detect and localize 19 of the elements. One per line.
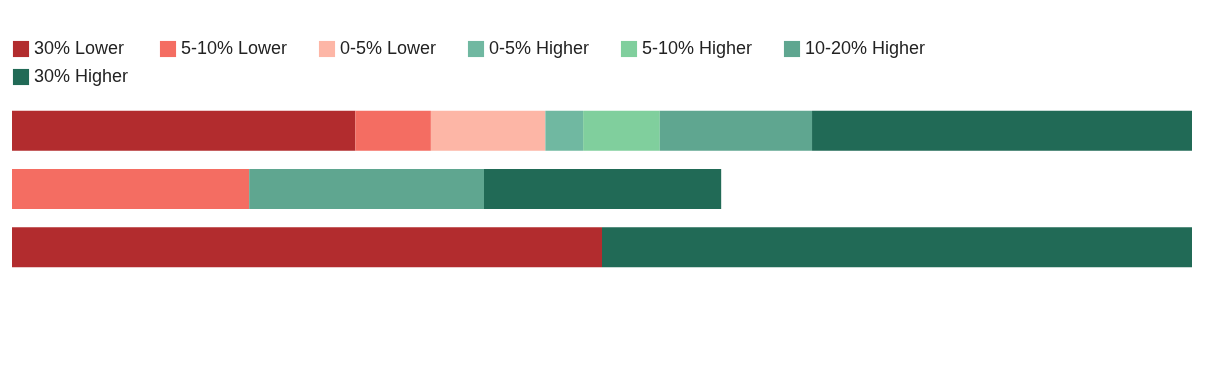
bar — [602, 227, 1192, 268]
bar — [249, 169, 484, 209]
bar — [812, 110, 1192, 151]
legend-label: 5-10% Lower — [181, 38, 288, 58]
bar — [430, 110, 546, 151]
bar — [583, 110, 660, 151]
legend-label: 0-5% Lower — [340, 38, 437, 58]
legend-label: 30% Higher — [34, 66, 129, 86]
legend-label: 10-20% Higher — [805, 38, 926, 58]
legend-label: 0-5% Higher — [489, 38, 590, 58]
bar — [12, 169, 250, 209]
bar — [659, 110, 813, 151]
bar — [545, 110, 584, 151]
bar — [12, 227, 602, 268]
legend-label: 5-10% Higher — [642, 38, 753, 58]
bar — [484, 169, 722, 209]
bar — [12, 110, 356, 151]
bar — [355, 110, 431, 151]
legend-label: 30% Lower — [34, 38, 125, 58]
